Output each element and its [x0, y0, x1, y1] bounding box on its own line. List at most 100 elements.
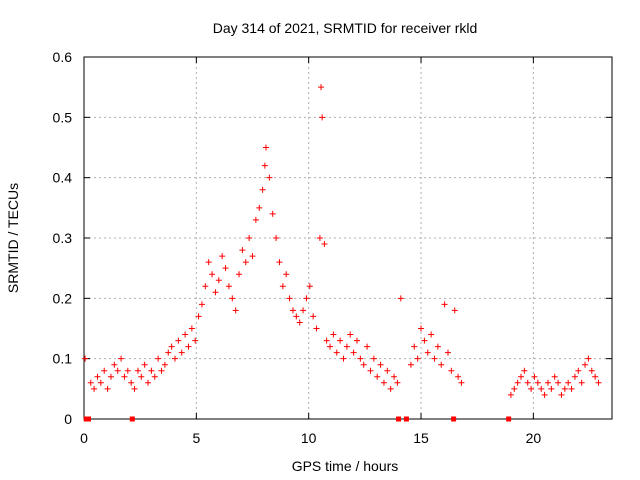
data-point	[458, 379, 465, 386]
data-point	[232, 307, 239, 314]
data-point	[343, 343, 350, 350]
data-point	[394, 379, 401, 386]
data-point	[374, 373, 381, 380]
data-point	[384, 367, 391, 374]
data-point	[571, 373, 578, 380]
gap-marker	[396, 416, 402, 422]
data-point	[222, 265, 229, 272]
data-point	[239, 247, 246, 254]
data-point	[323, 337, 330, 344]
data-point	[511, 385, 518, 392]
data-point	[134, 367, 141, 374]
data-point	[161, 361, 168, 368]
data-point	[138, 373, 145, 380]
data-point	[249, 253, 256, 260]
data-point	[387, 385, 394, 392]
y-ticks: 0 0.1 0.2 0.3 0.4 0.5 0.6	[53, 49, 612, 427]
data-point	[319, 114, 326, 121]
data-point	[121, 373, 128, 380]
data-point	[276, 259, 283, 266]
data-point	[414, 355, 421, 362]
data-point	[518, 373, 525, 380]
data-point	[114, 367, 121, 374]
gap-marker	[85, 416, 91, 422]
y-tick-label: 0.2	[53, 290, 73, 306]
data-point	[306, 283, 313, 290]
data-point	[256, 204, 263, 211]
data-point	[441, 301, 448, 308]
x-tick-label: 20	[526, 430, 542, 446]
data-point	[321, 241, 328, 248]
data-point	[192, 337, 199, 344]
data-point	[310, 313, 317, 320]
data-point	[333, 349, 340, 356]
data-point	[289, 307, 296, 314]
data-point	[178, 349, 185, 356]
data-point	[448, 367, 455, 374]
data-point	[219, 253, 226, 260]
data-point	[360, 361, 367, 368]
data-point	[246, 235, 253, 241]
data-point	[168, 343, 175, 350]
data-point	[340, 355, 347, 362]
data-point	[318, 84, 325, 91]
gap-markers	[83, 416, 512, 422]
data-point	[418, 325, 425, 332]
data-point	[131, 385, 138, 392]
data-point	[558, 391, 565, 398]
data-point	[303, 295, 310, 302]
data-point	[269, 210, 276, 217]
data-point	[350, 349, 357, 356]
data-point	[261, 162, 268, 169]
data-point	[588, 367, 595, 374]
data-point	[279, 283, 286, 290]
chart-title: Day 314 of 2021, SRMTID for receiver rkl…	[213, 20, 478, 36]
data-point	[118, 355, 125, 362]
data-point	[300, 307, 307, 314]
data-point	[145, 379, 152, 386]
data-point	[353, 337, 360, 344]
data-point	[215, 277, 222, 284]
data-point	[455, 373, 462, 380]
data-point	[182, 331, 189, 338]
gap-marker	[451, 416, 457, 422]
x-tick-label: 10	[301, 430, 317, 446]
data-point	[438, 361, 445, 368]
data-point	[585, 355, 592, 362]
data-point	[273, 235, 280, 241]
data-point	[91, 385, 98, 392]
data-point	[236, 271, 243, 278]
data-point	[555, 379, 562, 386]
data-point	[104, 385, 111, 392]
x-axis-label: GPS time / hours	[292, 458, 399, 474]
data-point	[252, 216, 259, 223]
data-point	[575, 367, 582, 374]
data-point	[561, 385, 568, 392]
data-point	[507, 391, 514, 398]
data-point	[548, 385, 555, 392]
data-point	[444, 349, 451, 356]
data-point	[367, 367, 374, 374]
data-point	[293, 313, 300, 320]
data-point	[421, 337, 428, 344]
y-tick-label: 0.4	[53, 170, 73, 186]
data-point	[524, 379, 531, 386]
data-point	[158, 367, 165, 374]
y-tick-label: 0.6	[53, 49, 73, 65]
data-point	[534, 379, 541, 386]
data-point	[428, 331, 435, 338]
data-point	[528, 385, 535, 392]
data-point	[175, 337, 182, 344]
data-point	[165, 349, 172, 356]
data-point	[107, 373, 114, 380]
x-tick-label: 5	[192, 430, 200, 446]
gap-marker	[129, 416, 135, 422]
data-point	[195, 313, 202, 320]
data-point	[451, 307, 458, 314]
data-point	[97, 379, 104, 386]
x-tick-label: 15	[413, 430, 429, 446]
data-point	[357, 355, 364, 362]
data-point	[370, 355, 377, 362]
data-point	[225, 283, 232, 290]
